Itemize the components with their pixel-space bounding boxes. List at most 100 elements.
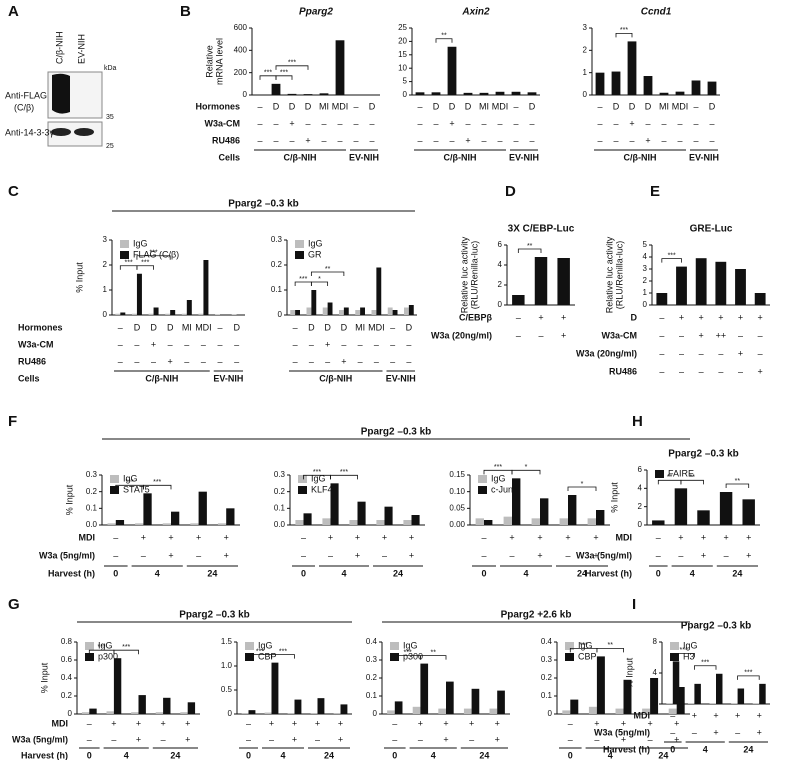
condition-cell: – xyxy=(374,339,379,349)
condition-cell: – xyxy=(406,356,411,366)
legend-label: CBP xyxy=(258,651,277,661)
condition-cell: + xyxy=(679,312,684,322)
bar xyxy=(557,258,570,305)
condition-cell: + xyxy=(594,718,599,728)
y-tick-label: 0.05 xyxy=(449,503,465,512)
bar xyxy=(691,80,701,95)
condition-cell: + xyxy=(185,718,190,728)
y-tick-label: 4 xyxy=(643,252,648,261)
condition-cell: – xyxy=(568,718,573,728)
sig-label: *** xyxy=(494,464,502,471)
lane-label: C/β-NIH xyxy=(54,31,64,64)
bar xyxy=(136,273,142,315)
group-label: C/β-NIH xyxy=(284,152,317,162)
condition-cell: – xyxy=(390,356,395,366)
bar xyxy=(106,711,114,714)
condition-cell: D xyxy=(709,101,716,111)
condition-cell: D xyxy=(289,101,296,111)
sig-label: *** xyxy=(340,469,348,476)
bar xyxy=(186,300,192,315)
bar xyxy=(674,488,688,525)
condition-cell: – xyxy=(337,118,342,128)
sig-bracket xyxy=(661,258,682,263)
condition-cell: + xyxy=(758,312,763,322)
condition-cell: – xyxy=(659,312,664,322)
blot-label: Anti-FLAG xyxy=(5,90,47,100)
condition-cell: – xyxy=(709,135,714,145)
y-tick-label: 0 xyxy=(643,300,648,309)
bar xyxy=(311,290,317,315)
condition-cell: D xyxy=(305,101,312,111)
legend-label: p300 xyxy=(403,651,423,661)
group-title: Pparg2 –0.3 kb xyxy=(361,427,432,438)
condition-cell: + xyxy=(701,550,706,560)
condition-cell: + xyxy=(757,710,762,720)
sig-label: *** xyxy=(256,648,264,655)
bar xyxy=(217,523,227,525)
bar xyxy=(190,523,199,525)
bar xyxy=(241,713,249,714)
condition-cell: – xyxy=(513,118,518,128)
condition-cell: – xyxy=(369,118,374,128)
condition-cell: – xyxy=(406,339,411,349)
condition-cell: + xyxy=(738,312,743,322)
row-label: W3a (5ng/ml) xyxy=(12,734,68,744)
condition-cell: + xyxy=(185,734,190,744)
row-label: W3a (5ng/ml) xyxy=(594,727,650,737)
y-tick-label: 0 xyxy=(278,310,283,319)
bar xyxy=(115,313,121,315)
bar xyxy=(384,506,393,525)
bar xyxy=(656,293,668,305)
sig-bracket xyxy=(517,248,542,253)
condition-cell: – xyxy=(509,550,514,560)
condition-cell: + xyxy=(341,356,346,366)
bar xyxy=(339,310,344,315)
sig-label: *** xyxy=(264,70,272,77)
y-tick-label: 3 xyxy=(583,23,588,32)
sig-label: *** xyxy=(404,649,412,656)
condition-cell: – xyxy=(735,727,740,737)
bar xyxy=(697,510,710,525)
bar xyxy=(198,491,207,525)
y-tick-label: 2 xyxy=(498,280,503,289)
legend-label: IgG xyxy=(403,640,418,650)
bar xyxy=(463,708,472,714)
bar xyxy=(171,511,180,525)
y-tick-label: 0.2 xyxy=(366,673,378,682)
condition-cell: + xyxy=(674,734,679,744)
legend-label: GR xyxy=(308,249,322,259)
legend-swatch xyxy=(120,251,129,259)
condition-cell: – xyxy=(738,366,743,376)
row-label: Harvest (h) xyxy=(21,750,68,760)
condition-cell: – xyxy=(293,322,298,332)
group-label: C/β-NIH xyxy=(444,152,477,162)
bar xyxy=(81,712,90,714)
legend-swatch xyxy=(298,475,307,483)
group-label: EV-NIH xyxy=(509,152,539,162)
condition-cell: + xyxy=(645,135,650,145)
sig-label: *** xyxy=(744,670,752,677)
y-tick-label: 0.5 xyxy=(221,685,233,694)
legend-label: p300 xyxy=(98,651,118,661)
condition-cell: – xyxy=(693,135,698,145)
bar xyxy=(716,673,723,704)
y-tick-label: 10 xyxy=(398,63,407,72)
y-tick-label: 0.3 xyxy=(274,470,286,479)
condition-cell: – xyxy=(497,135,502,145)
sig-bracket xyxy=(330,474,358,480)
bar xyxy=(113,658,122,714)
condition-cell: – xyxy=(218,339,223,349)
row-label: W3a-CM xyxy=(205,118,241,128)
bar xyxy=(360,307,365,315)
y-tick-label: 1 xyxy=(103,285,108,294)
sig-label: * xyxy=(318,276,321,283)
condition-cell: + xyxy=(469,718,474,728)
bar xyxy=(672,661,680,704)
sig-label: ** xyxy=(607,642,613,649)
bar xyxy=(376,520,385,525)
bar xyxy=(264,712,272,714)
bar xyxy=(668,708,677,714)
condition-cell: D xyxy=(134,322,141,332)
panel-letter: C xyxy=(8,183,19,200)
bar xyxy=(707,81,717,95)
